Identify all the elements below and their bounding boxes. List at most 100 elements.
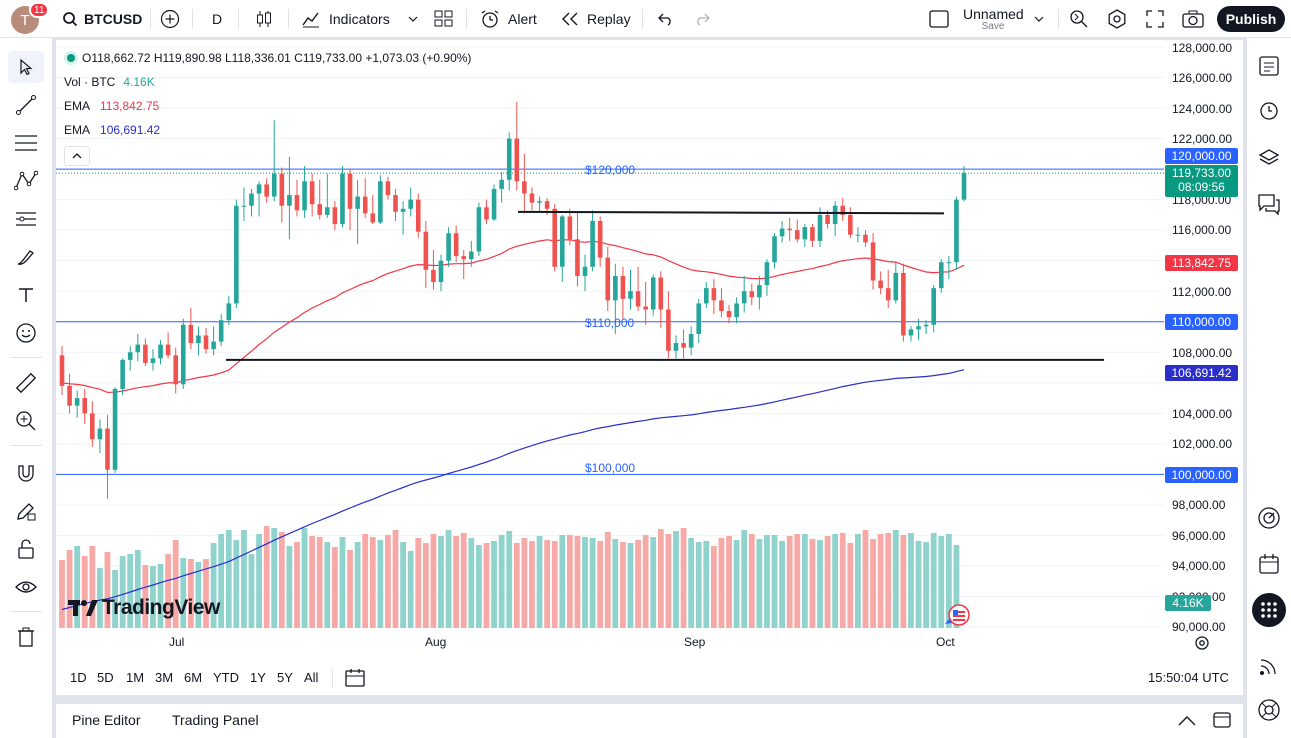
settings-button[interactable] [1107,0,1127,38]
fullscreen-button[interactable] [1145,0,1165,38]
magnet-tool[interactable] [8,457,44,489]
pattern-tool[interactable] [8,165,44,197]
indicators-button[interactable]: Indicators [301,0,418,38]
publish-button[interactable]: Publish [1217,6,1285,32]
volume-bar [877,534,884,628]
rewind-icon [562,12,578,26]
range-ytd[interactable]: YTD [213,670,239,685]
calendar-button[interactable] [1253,548,1285,580]
volume-bar [726,536,732,628]
ema-slow-legend[interactable]: EMA 106,691.42 [64,121,160,139]
candle [476,202,482,257]
tradingview-logo-icon [68,600,98,616]
volume-bar [172,540,179,628]
lock-drawings-tool[interactable] [8,533,44,565]
fib-tool[interactable] [8,127,44,159]
candle-body [378,181,383,223]
compare-button[interactable] [160,0,180,38]
alert-button[interactable]: Alert [480,0,537,38]
stay-drawing-tool[interactable] [8,495,44,527]
volume-bar [195,562,202,628]
volume-bar [536,536,543,628]
volume-bar [953,545,960,628]
candle [287,156,292,240]
emoji-tool[interactable] [8,317,44,349]
range-all[interactable]: All [304,670,319,685]
snapshot-button[interactable] [1182,0,1204,38]
volume-bars [59,526,960,628]
candle-body [393,195,398,212]
text-tool[interactable] [8,279,44,311]
layout-menu[interactable] [928,0,950,38]
help-button[interactable] [1253,694,1285,726]
volume-bar [695,542,702,628]
zoom-tool[interactable] [8,405,44,437]
templates-button[interactable] [434,0,454,38]
price-chart[interactable] [56,40,1243,695]
expand-panel-button[interactable] [1178,714,1196,730]
candle-body [143,344,148,363]
candle [438,254,444,292]
range-1m[interactable]: 1M [126,670,145,685]
candle-body [931,288,936,325]
chart-panel[interactable]: O118,662.72 H119,890.98 L118,336.01 C119… [56,40,1243,695]
stream-button[interactable] [1253,650,1285,682]
gear-icon [1195,636,1209,650]
forecast-tool[interactable] [8,203,44,235]
object-tree-button[interactable] [1253,142,1285,174]
volume-bar [733,540,740,628]
range-5y[interactable]: 5Y [277,670,293,685]
candle [673,335,679,359]
price-axis[interactable]: 128,000.00 126,000.00 124,000.00 122,000… [1164,40,1243,640]
layout-name-group[interactable]: Unnamed Save [963,6,1024,32]
axis-settings-button[interactable] [1194,635,1212,653]
candle [491,184,497,221]
candle-body [218,320,224,342]
hotlists-button[interactable] [1253,502,1285,534]
interval-button[interactable]: D [212,11,223,27]
range-6m[interactable]: 6M [184,670,203,685]
ema-fast-label: EMA [64,99,91,113]
trend-line-tool[interactable] [8,89,44,121]
economic-event-flag[interactable] [944,604,972,626]
measure-tool[interactable] [8,367,44,399]
alerts-button[interactable] [1253,94,1285,126]
range-5d[interactable]: 5D [97,670,114,685]
layout-dropdown[interactable] [1034,0,1044,38]
volume-bar [445,530,452,628]
candle-body [567,216,573,240]
ema-fast-legend[interactable]: EMA 113,842.75 [64,97,159,115]
utc-clock[interactable]: 15:50:04 UTC [1148,670,1229,685]
chats-button[interactable] [1253,188,1285,220]
redo-button[interactable] [694,0,712,38]
quick-search-button[interactable] [1069,0,1089,38]
collapse-legend-button[interactable] [64,146,90,166]
brush-tool[interactable] [8,241,44,273]
range-1y[interactable]: 1Y [250,670,266,685]
tab-trading-panel[interactable]: Trading Panel [172,712,259,728]
watchlist-button[interactable] [1253,50,1285,82]
symbol-search[interactable]: BTCUSD [62,0,142,38]
candle-body [340,173,345,225]
range-3m[interactable]: 3M [155,670,174,685]
range-1d[interactable]: 1D [70,670,87,685]
candle [340,166,345,228]
maximize-panel-button[interactable] [1213,712,1231,731]
camera-icon [1182,10,1204,28]
undo-button[interactable] [656,0,674,38]
hide-drawings-tool[interactable] [8,571,44,603]
cursor-tool[interactable] [8,51,44,83]
remove-drawings-tool[interactable] [8,621,44,653]
candles [59,101,967,499]
save-label: Save [981,21,1005,32]
replay-button[interactable]: Replay [561,0,631,38]
tab-pine-editor[interactable]: Pine Editor [72,712,141,728]
candle [317,179,323,220]
products-button[interactable] [1252,593,1286,627]
goto-date-button[interactable] [344,668,366,691]
candle-body [431,269,436,283]
ema-fast-value: 113,842.75 [100,99,160,113]
last-price-label: 119,733.00 08:09:56 [1165,165,1238,197]
chart-type-button[interactable] [255,0,273,38]
volume-legend[interactable]: Vol · BTC 4.16K [64,73,155,91]
